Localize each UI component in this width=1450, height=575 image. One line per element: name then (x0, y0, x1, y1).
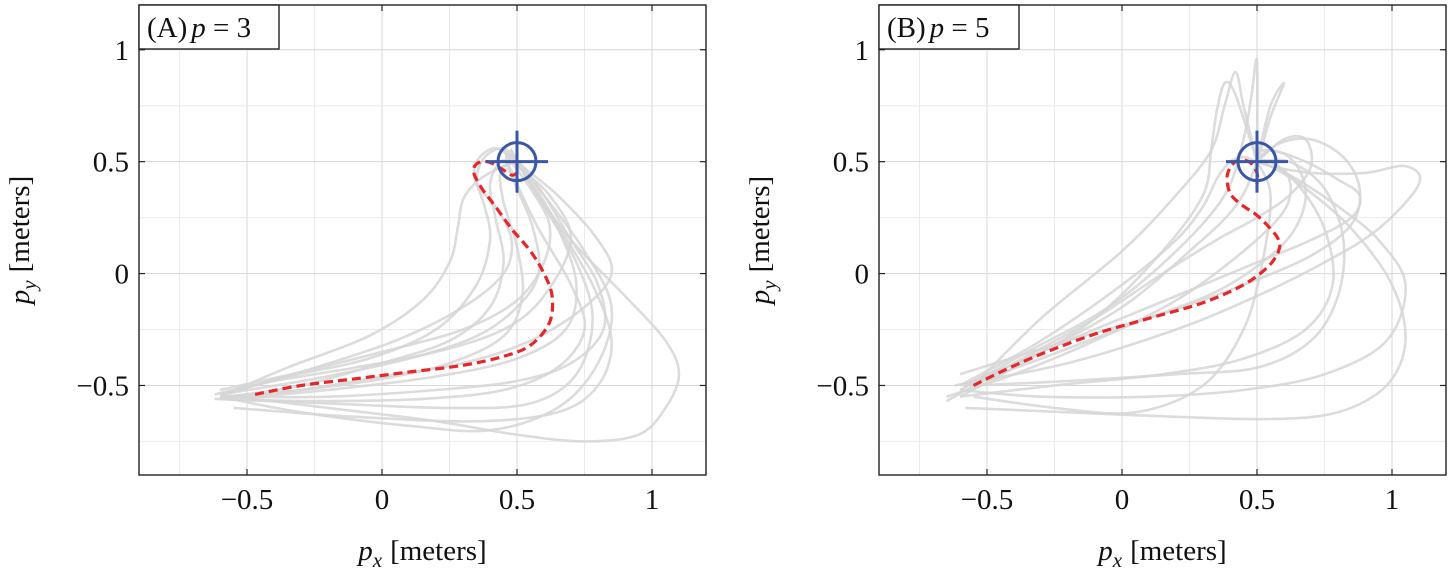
target-crosshair-icon (1226, 130, 1288, 193)
y-tick-label: 1 (115, 35, 130, 67)
trajectory-line (219, 160, 525, 398)
trajectory-line (225, 146, 518, 396)
x-tick-label: 0.5 (499, 484, 535, 516)
trajectory-line (233, 160, 613, 423)
grid (139, 5, 706, 475)
x-tick-label: −0.5 (961, 484, 1014, 516)
y-tick-label: −0.5 (816, 370, 869, 402)
y-tick-label: 0 (115, 259, 130, 291)
x-axis-label: px [meters] (1096, 535, 1226, 572)
trajectory-line (230, 161, 578, 401)
trajectory-line (219, 146, 518, 396)
y-axis-label: py[meters] (4, 176, 41, 306)
target-crosshair-icon (486, 130, 548, 193)
trajectory-line (959, 160, 1407, 399)
trajectory-line (219, 154, 587, 403)
x-tick-label: 0 (375, 484, 390, 516)
trajectory-line (973, 158, 1346, 387)
trajectory-line (219, 147, 614, 401)
trajectory-line (219, 160, 607, 399)
trajectories (214, 146, 681, 443)
panel-a: −0.5 0 0.5 1 −0.5 0 0.5 1 px [meters] py[meters] (A… (4, 4, 707, 572)
y-tick-label: −0.5 (76, 370, 129, 402)
x-tick-label: 0 (1115, 484, 1130, 516)
panel-label-box (878, 4, 1020, 50)
y-tick-label: 0.5 (93, 147, 129, 179)
trajectory-line (972, 70, 1259, 387)
y-axis-label: py[meters] (744, 176, 781, 306)
trajectory-line (227, 158, 518, 398)
y-tick-label: 0 (855, 259, 870, 291)
trajectory-line (964, 148, 1308, 387)
x-tick-label: 1 (645, 484, 660, 516)
x-axis-label: px [meters] (356, 535, 486, 572)
trajectory-line (959, 57, 1259, 392)
x-tick-label: 1 (1385, 484, 1400, 516)
panel-b: −0.5 0 0.5 1 −0.5 0 0.5 1 px [meters] py[meters] (B… (744, 4, 1447, 572)
plot-frame (138, 4, 707, 476)
trajectory-line (219, 160, 518, 398)
trajectory-line (964, 149, 1362, 387)
panel-label: (B) p = 5 (887, 12, 990, 44)
trajectory-line (959, 81, 1286, 387)
y-tick-label: 0.5 (833, 147, 869, 179)
plot-frame (878, 4, 1447, 476)
trajectory-line (959, 80, 1259, 398)
y-tick-label: 1 (855, 35, 870, 67)
panel-label: (A) p = 3 (147, 12, 251, 44)
x-tick-label: 0.5 (1239, 484, 1275, 516)
trajectory-line (959, 158, 1335, 398)
x-tick-label: −0.5 (221, 484, 274, 516)
panel-label-box (138, 4, 280, 50)
trajectories (945, 57, 1422, 421)
